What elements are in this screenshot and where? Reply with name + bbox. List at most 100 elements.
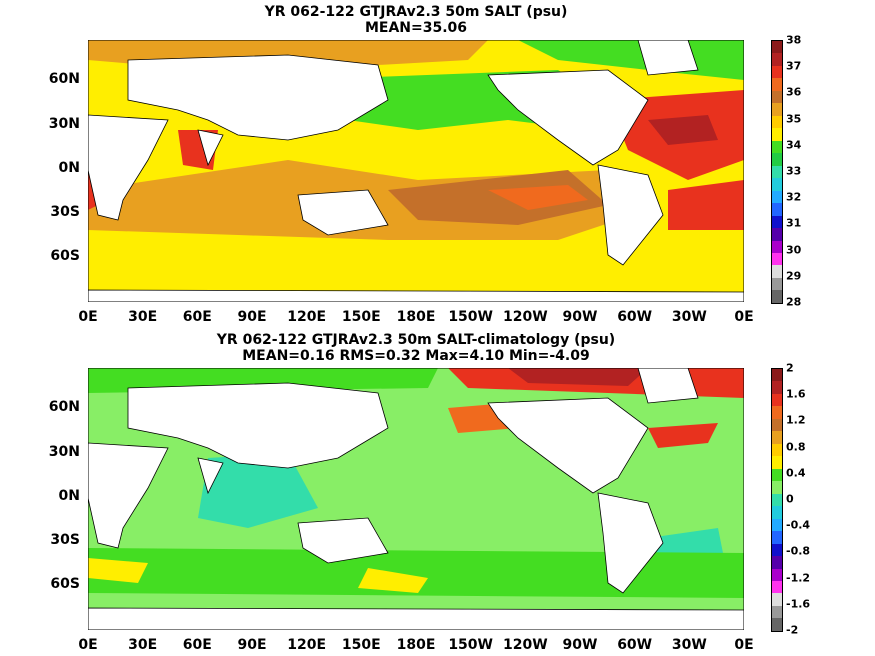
top-title: YR 062-122 GTJRAv2.3 50m SALT (psu) (264, 4, 568, 20)
x-tick-label: 30W (671, 309, 707, 325)
colorbar-swatch (772, 556, 782, 569)
colorbar-label: 2 (786, 361, 794, 375)
y-tick-label: 60S (50, 576, 80, 593)
x-tick-label: 30E (128, 637, 158, 653)
colorbar-swatch (772, 481, 782, 494)
x-tick-label: 120E (287, 637, 327, 653)
colorbar-label: 30 (786, 243, 802, 257)
colorbar-label: 37 (786, 59, 802, 73)
y-tick-label: 60S (50, 248, 80, 265)
colorbar-label: 38 (786, 33, 802, 47)
colorbar-swatch (772, 381, 782, 394)
colorbar-swatch (772, 618, 782, 631)
x-tick-label: 90W (562, 637, 598, 653)
y-tick-label: 0N (58, 159, 80, 176)
top-salinity-map (88, 40, 744, 302)
x-tick-label: 90E (237, 637, 267, 653)
colorbar-label: -1.2 (786, 571, 811, 585)
colorbar-swatch (772, 580, 782, 594)
x-tick-label: 60W (617, 309, 653, 325)
bottom-anomaly-map (88, 368, 744, 630)
x-tick-label: 150E (341, 637, 381, 653)
colorbar-label: 0 (786, 492, 794, 506)
colorbar-swatch (772, 153, 782, 166)
colorbar-swatch (772, 593, 782, 606)
colorbar-swatch (772, 518, 782, 532)
colorbar-label: -1.6 (786, 597, 811, 611)
colorbar-label: 1.2 (786, 413, 806, 427)
y-tick-label: 60N (48, 399, 80, 416)
colorbar-swatch (772, 203, 782, 216)
x-tick-label: 60E (182, 637, 212, 653)
x-tick-label: 150E (341, 309, 381, 325)
colorbar-swatch (772, 41, 782, 54)
bottom-title: YR 062-122 GTJRAv2.3 50m SALT-climatolog… (216, 332, 616, 348)
colorbar-swatch (772, 543, 782, 557)
colorbar-label: 29 (786, 269, 802, 283)
colorbar-swatch (772, 605, 782, 619)
colorbar-label: 28 (786, 295, 802, 309)
colorbar-swatch (772, 190, 782, 204)
colorbar-label: 32 (786, 190, 802, 204)
x-tick-label: 30E (128, 309, 158, 325)
x-tick-label: 120W (502, 637, 548, 653)
colorbar-swatch (772, 78, 782, 91)
colorbar-label: 35 (786, 112, 802, 126)
x-tick-label: 120E (287, 309, 327, 325)
colorbar-swatch (772, 277, 782, 291)
colorbar-swatch (772, 240, 782, 253)
colorbar-swatch (772, 65, 782, 79)
colorbar-label: 33 (786, 164, 802, 178)
x-tick-label: 30W (671, 637, 707, 653)
y-tick-label: 30S (50, 532, 80, 549)
colorbar-swatch (772, 418, 782, 432)
colorbar-swatch (772, 53, 782, 66)
colorbar-swatch (772, 115, 782, 129)
colorbar-swatch (772, 506, 782, 519)
colorbar-swatch (772, 531, 782, 544)
x-tick-label: 120W (502, 309, 548, 325)
colorbar-swatch (772, 103, 782, 116)
y-tick-label: 0N (58, 487, 80, 504)
y-tick-label: 30N (48, 443, 80, 460)
y-tick-label: 30S (50, 204, 80, 221)
colorbar-swatch (772, 493, 782, 507)
x-tick-label: 0E (734, 309, 754, 325)
x-tick-label: 60E (182, 309, 212, 325)
colorbar-label: 36 (786, 85, 802, 99)
colorbar-label: 1.6 (786, 387, 806, 401)
x-tick-label: 0E (734, 637, 754, 653)
colorbar-swatch (772, 140, 782, 154)
x-tick-label: 0E (78, 309, 98, 325)
colorbar-label: 34 (786, 138, 802, 152)
x-tick-label: 150W (448, 309, 493, 325)
colorbar-swatch (772, 568, 782, 581)
colorbar-swatch (772, 178, 782, 191)
colorbar-swatch (772, 228, 782, 241)
colorbar-swatch (772, 215, 782, 229)
x-tick-label: 90W (562, 309, 598, 325)
colorbar-swatch (772, 369, 782, 382)
x-tick-label: 90E (237, 309, 267, 325)
colorbar-swatch (772, 406, 782, 419)
y-tick-label: 60N (48, 71, 80, 88)
colorbar-swatch (772, 431, 782, 444)
colorbar-swatch (772, 393, 782, 407)
colorbar-label: 0.4 (786, 466, 806, 480)
colorbar-label: -0.8 (786, 544, 811, 558)
colorbar-label: -2 (786, 623, 799, 637)
x-tick-label: 0E (78, 637, 98, 653)
colorbar-label: -0.4 (786, 518, 811, 532)
x-tick-label: 180E (396, 309, 436, 325)
colorbar-label: 0.8 (786, 440, 806, 454)
x-tick-label: 150W (448, 637, 493, 653)
colorbar-swatch (772, 265, 782, 278)
colorbar-swatch (772, 90, 782, 104)
colorbar-swatch (772, 443, 782, 457)
colorbar-swatch (772, 128, 782, 141)
x-tick-label: 180E (396, 637, 436, 653)
bottom-colorbar (771, 368, 783, 632)
colorbar-swatch (772, 290, 782, 303)
colorbar-swatch (772, 252, 782, 266)
colorbar-label: 31 (786, 216, 802, 230)
